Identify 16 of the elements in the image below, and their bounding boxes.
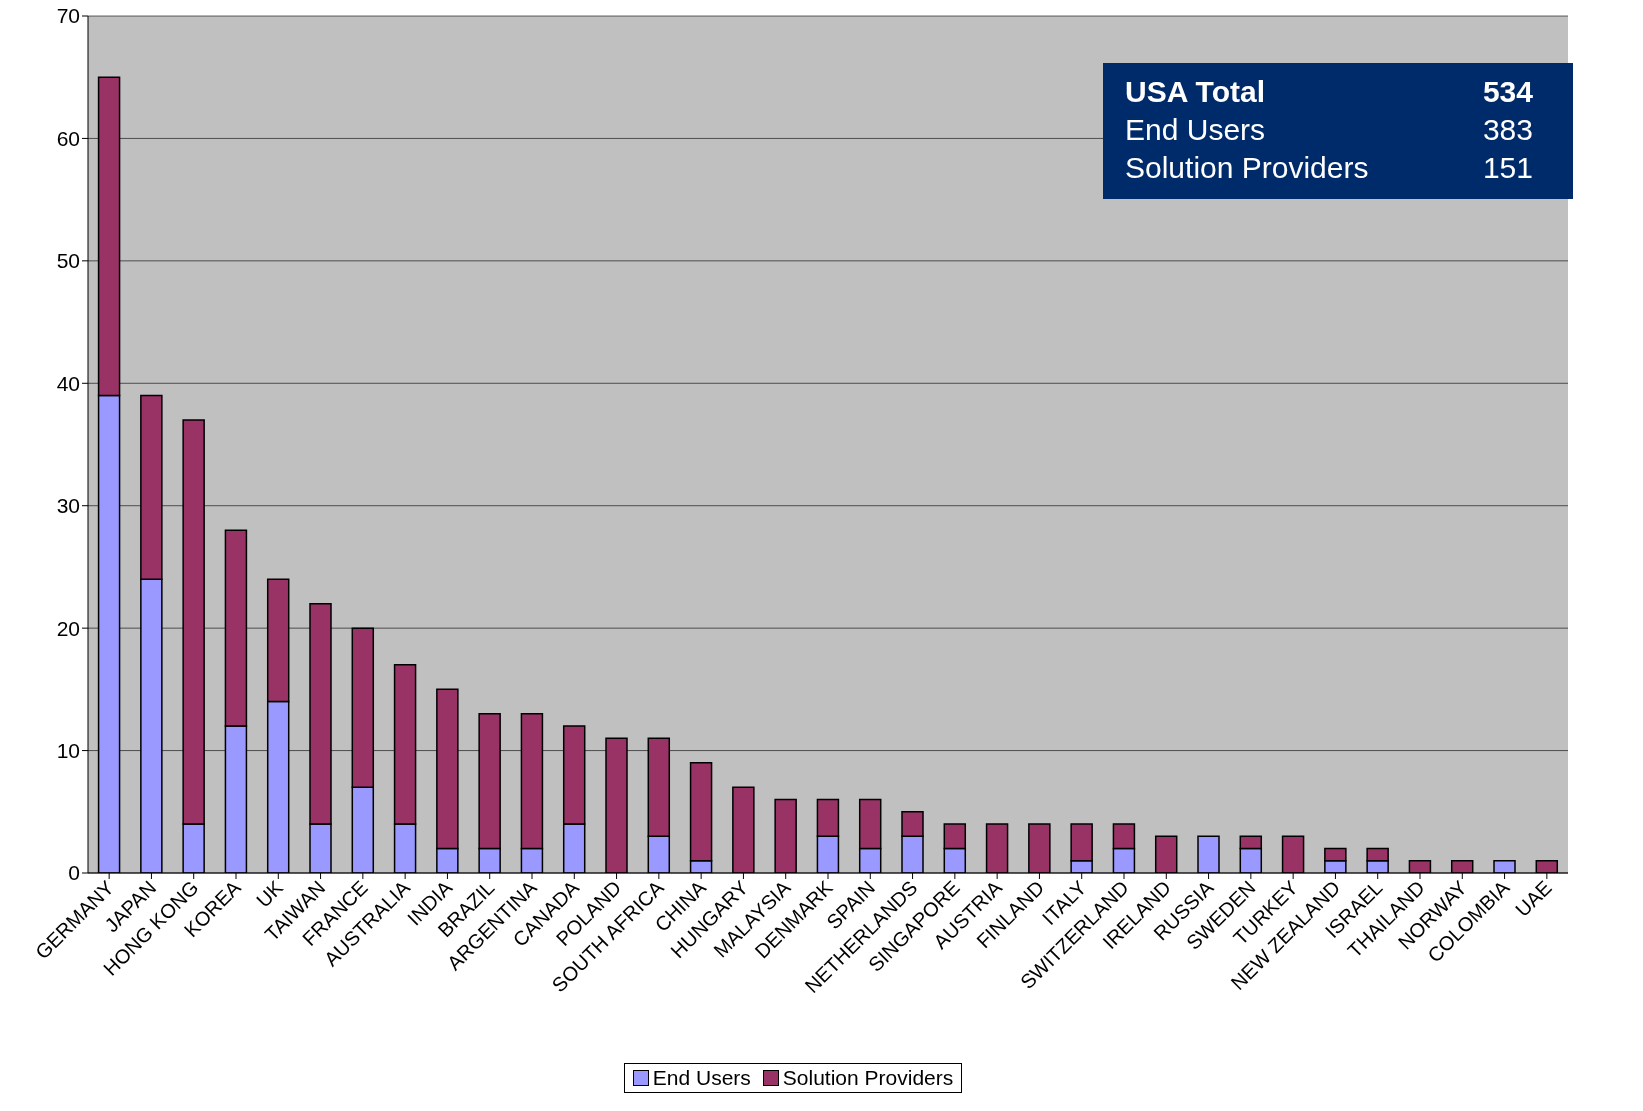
y-tick-label: 50 [56, 249, 80, 273]
y-tick-label: 60 [56, 126, 80, 150]
annotation: End Users [1125, 112, 1267, 148]
annotation: 534 [1482, 74, 1533, 110]
y-tick-label: 10 [56, 739, 80, 763]
annotation: 383 [1482, 112, 1533, 148]
legend-label: Solution Providers [781, 1066, 954, 1090]
legend-label: End Users [651, 1066, 751, 1090]
annotation: USA Total [1125, 74, 1266, 110]
y-tick-label: 30 [56, 494, 80, 518]
annotation: Solution Providers [1125, 150, 1370, 186]
y-tick-label: 0 [68, 861, 80, 885]
y-tick-label: 40 [56, 371, 80, 395]
y-tick-label: 20 [56, 616, 80, 640]
annotation: 151 [1482, 150, 1533, 186]
y-tick-label: 70 [56, 4, 80, 28]
